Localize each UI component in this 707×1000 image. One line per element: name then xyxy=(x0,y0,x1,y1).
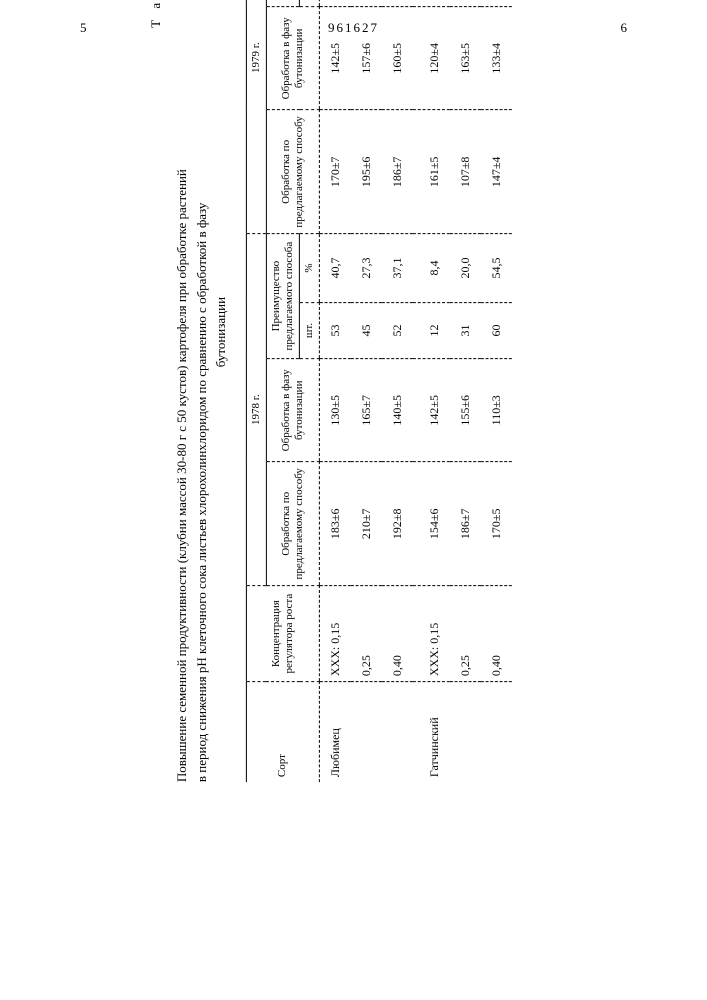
col-adv78: Преимущество предлагаемого способа xyxy=(266,234,299,359)
cell: 183±6 xyxy=(320,462,352,586)
col-conc: Концентрация регулятора роста xyxy=(246,586,320,682)
col-adv79: Преимущество предлагаемого способа xyxy=(266,0,299,7)
cell: 53 xyxy=(320,302,352,358)
cell: 147±4 xyxy=(481,110,512,234)
col-1978: 1978 г. xyxy=(246,234,266,586)
cell: 14 xyxy=(481,0,512,7)
cell: 210±7 xyxy=(351,462,382,586)
cell: 20,0 xyxy=(450,234,481,303)
caption-line: в период снижения pH клеточного сока лис… xyxy=(193,203,208,783)
cell: 186±7 xyxy=(450,462,481,586)
cell: 154±6 xyxy=(413,462,450,586)
page-num-left: 5 xyxy=(80,20,87,36)
col-1979: 1979 г. xyxy=(246,0,266,234)
cell: 157±6 xyxy=(351,7,382,110)
cell: 195±6 xyxy=(351,110,382,234)
cell: Гатчинский xyxy=(413,682,450,783)
table-number: Т а б л и ц а 2 xyxy=(148,0,164,782)
cell xyxy=(351,682,382,783)
cell: 0,40 xyxy=(481,586,512,682)
cell: 161±5 xyxy=(413,110,450,234)
cell xyxy=(382,682,413,783)
table-row: 0,40170±5110±36054,5147±4133±41410,5 xyxy=(481,0,512,782)
col-sht79: шт. xyxy=(299,0,319,7)
cell: 170±7 xyxy=(320,110,352,234)
cell: 38 xyxy=(351,0,382,7)
cell: 120±4 xyxy=(413,7,450,110)
cell: 37,1 xyxy=(382,234,413,303)
table-row: ГатчинскийXXX: 0,15154±6142±5128,4161±51… xyxy=(413,0,450,782)
cell: 52 xyxy=(382,302,413,358)
cell: 155±6 xyxy=(450,359,481,462)
cell: 160±5 xyxy=(382,7,413,110)
cell: 186±7 xyxy=(382,110,413,234)
col-pred78: Обработка по предлагаемому способу xyxy=(266,462,320,586)
caption-line: бутонизации xyxy=(211,0,231,782)
cell: Любимец xyxy=(320,682,352,783)
cell: 44 xyxy=(450,0,481,7)
cell: 0,25 xyxy=(450,586,481,682)
table-row: ЛюбимецXXX: 0,15183±6130±55340,7170±7142… xyxy=(320,0,352,782)
table-caption: Повышение семенной продуктивности (клубн… xyxy=(172,0,231,782)
cell: 26 xyxy=(382,0,413,7)
cell: XXX: 0,15 xyxy=(413,586,450,682)
cell: 31 xyxy=(450,302,481,358)
cell: 54,5 xyxy=(481,234,512,303)
page-num-right: 6 xyxy=(621,20,628,36)
col-but78: Обработка в фазу бутонизации xyxy=(266,359,320,462)
cell: 140±5 xyxy=(382,359,413,462)
table-container: Т а б л и ц а 2 Повышение семенной проду… xyxy=(148,0,512,782)
cell xyxy=(481,682,512,783)
cell: 163±5 xyxy=(450,7,481,110)
table-row: 0,40192±8140±55237,1186±7160±52616,2 xyxy=(382,0,413,782)
cell: 60 xyxy=(481,302,512,358)
cell: 142±5 xyxy=(413,359,450,462)
col-sort: Сорт xyxy=(246,682,320,783)
cell: 130±5 xyxy=(320,359,352,462)
cell: 40,7 xyxy=(320,234,352,303)
cell: 142±5 xyxy=(320,7,352,110)
caption-line: Повышение семенной продуктивности (клубн… xyxy=(174,169,189,782)
col-pct78: % xyxy=(299,234,319,303)
cell: 12 xyxy=(413,302,450,358)
cell: 110±3 xyxy=(481,359,512,462)
cell: 107±8 xyxy=(450,110,481,234)
cell: 8,4 xyxy=(413,234,450,303)
cell: 165±7 xyxy=(351,359,382,462)
cell: 28 xyxy=(320,0,352,7)
col-but79: Обработка в фазу бутонизации xyxy=(266,7,320,110)
table-row: 0,25186±7155±63120,0107±8163±54427,0 xyxy=(450,0,481,782)
cell: 27,3 xyxy=(351,234,382,303)
data-table: Сорт Концентрация регулятора роста 1978 … xyxy=(245,0,512,782)
cell: 41 xyxy=(413,0,450,7)
cell: 0,25 xyxy=(351,586,382,682)
cell: 45 xyxy=(351,302,382,358)
table-row: 0,25210±7165±74527,3195±6157±63824,2 xyxy=(351,0,382,782)
cell: 192±8 xyxy=(382,462,413,586)
col-sht78: шт. xyxy=(299,302,319,358)
cell: 133±4 xyxy=(481,7,512,110)
cell xyxy=(450,682,481,783)
cell: XXX: 0,15 xyxy=(320,586,352,682)
cell: 170±5 xyxy=(481,462,512,586)
cell: 0,40 xyxy=(382,586,413,682)
col-pred79: Обработка по предлагаемому способу xyxy=(266,110,320,234)
